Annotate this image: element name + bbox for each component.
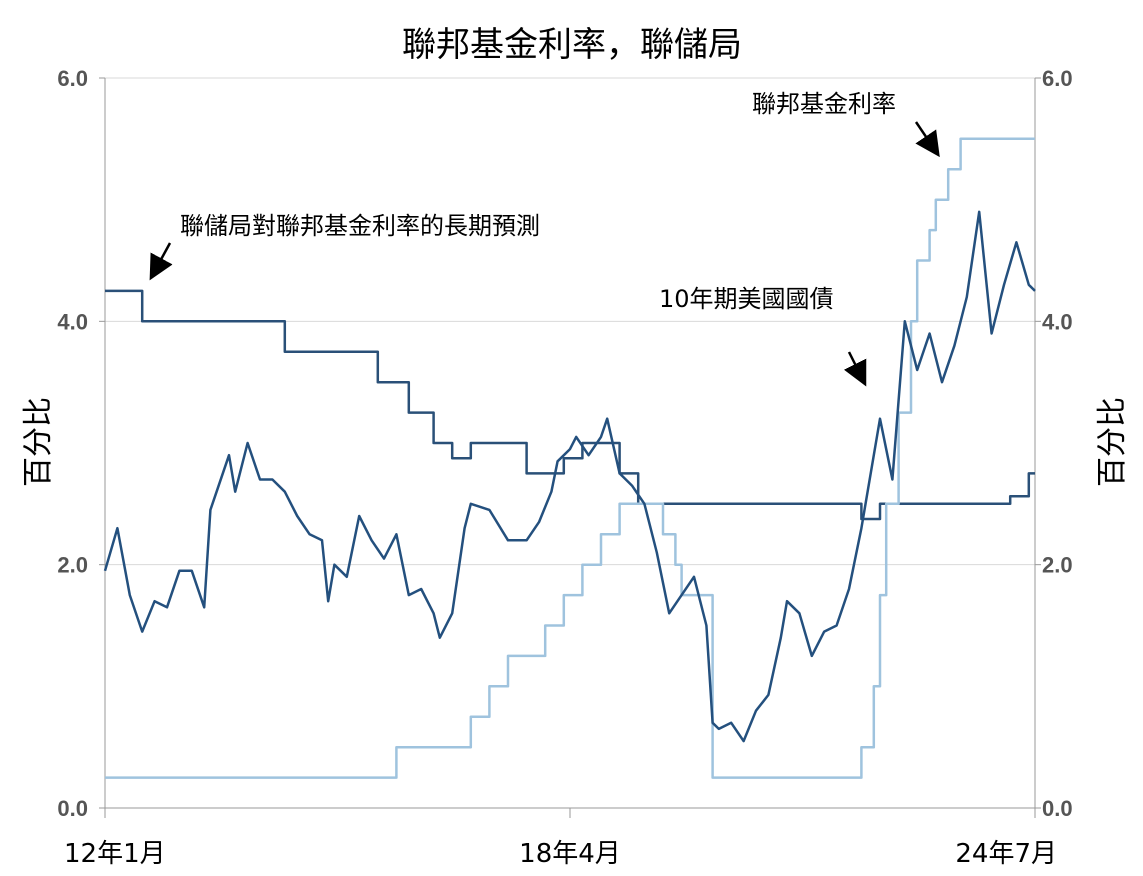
x-tick-label: 12年1月 — [64, 839, 166, 869]
y-axis-label-left: 百分比 — [21, 397, 56, 487]
annotation-treasury-background — [645, 276, 873, 320]
y-tick-label-left: 4.0 — [57, 309, 88, 334]
y-tick-label-left: 0.0 — [57, 796, 88, 821]
x-tick-label: 24年7月 — [955, 839, 1057, 869]
y-tick-label-left: 2.0 — [57, 553, 88, 578]
annotation-arrow-long-run — [149, 242, 173, 281]
y-tick-label-right: 4.0 — [1042, 309, 1073, 334]
axes — [99, 77, 1041, 818]
y-axis-label-right: 百分比 — [1095, 397, 1130, 487]
annotation-long-run: 聯儲局對聯邦基金利率的長期預測 — [180, 212, 540, 240]
chart-title: 聯邦基金利率，聯儲局 — [402, 25, 742, 65]
x-tick-label: 18年4月 — [519, 839, 621, 869]
annotation-treasury: 10年期美國國債 — [659, 285, 834, 313]
annotation-fed-funds: 聯邦基金利率 — [752, 90, 896, 118]
annotation-arrow-treasury — [843, 351, 867, 387]
tick-labels: 0.0 0.0 2.0 2.0 4.0 4.0 6.0 6.0 12年1月 18年4月 24年7月 — [57, 66, 1072, 869]
series-lines — [103, 137, 1036, 779]
y-tick-label-left: 6.0 — [57, 66, 88, 91]
series-line-treasury — [103, 210, 1036, 743]
y-tick-label-right: 0.0 — [1042, 796, 1073, 821]
annotation-arrow-fed-funds — [914, 121, 940, 158]
y-tick-label-right: 6.0 — [1042, 66, 1073, 91]
y-tick-label-right: 2.0 — [1042, 553, 1073, 578]
series-line-long-run — [105, 289, 1035, 521]
series-line-fed-funds — [105, 137, 1035, 779]
